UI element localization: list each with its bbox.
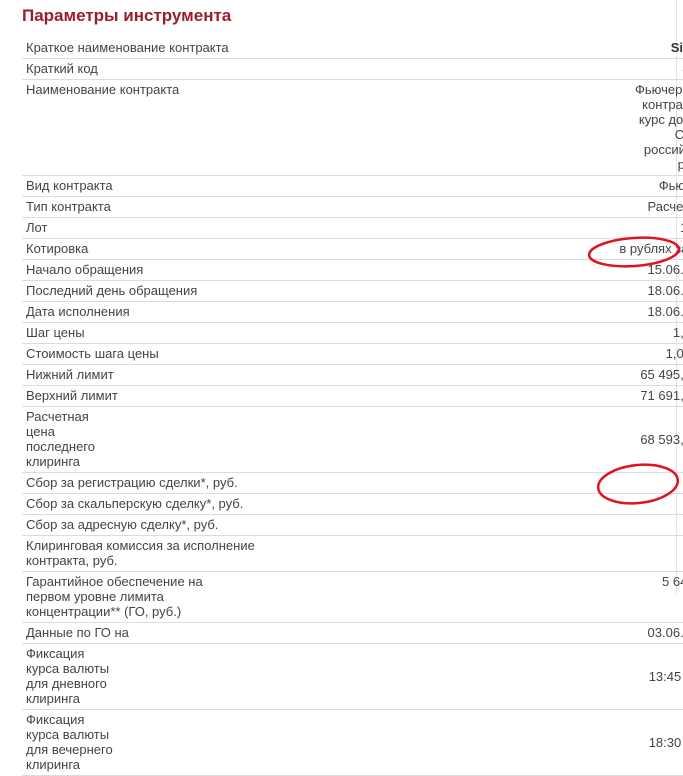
parameter-value: Расчетный — [294, 196, 683, 218]
parameter-label: Дата исполнения — [22, 301, 295, 323]
parameter-label: Фиксация курса валюты для дневного клири… — [22, 643, 295, 710]
instrument-parameters-panel: Параметры инструмента Краткое наименован… — [22, 0, 683, 776]
parameter-value: 1 000 — [294, 217, 683, 239]
parameter-label: Сбор за скальперскую сделку*, руб. — [22, 493, 295, 515]
parameter-value: Фьючерсный контракт на курс доллар США -… — [294, 79, 683, 176]
parameter-value: 03.06.2020 — [294, 622, 683, 644]
parameters-table: Краткое наименование контрактаSi-6.20Кра… — [22, 38, 683, 776]
table-row: Клиринговая комиссия за исполнение контр… — [22, 535, 683, 572]
table-row: Гарантийное обеспечение на первом уровне… — [22, 571, 683, 623]
table-row: Лот1 000 — [22, 217, 683, 239]
parameter-label: Последний день обращения — [22, 280, 295, 302]
parameter-value: 0,53 — [294, 493, 683, 515]
parameter-label: Клиринговая комиссия за исполнение контр… — [22, 535, 295, 572]
parameter-value: 1,00000 — [294, 343, 683, 365]
parameter-value: 18.06.2020 — [294, 301, 683, 323]
parameter-value: Si-6.20 — [294, 38, 683, 59]
parameter-label: Тип контракта — [22, 196, 295, 218]
table-row: Сбор за адресную сделку*, руб.1,06 — [22, 514, 683, 536]
parameter-label: Нижний лимит — [22, 364, 295, 386]
table-row: Фиксация курса валюты для вечернего клир… — [22, 709, 683, 776]
parameter-value: в рублях за лот — [294, 238, 683, 260]
parameter-label: Лот — [22, 217, 295, 239]
parameter-label: Наименование контракта — [22, 79, 295, 176]
parameter-label: Начало обращения — [22, 259, 295, 281]
page-title: Параметры инструмента — [22, 6, 232, 25]
table-row: Вид контрактаФьючерс — [22, 175, 683, 197]
parameter-label: Вид контракта — [22, 175, 295, 197]
parameter-value: 71 691,0000 — [294, 385, 683, 407]
parameter-value: 1,0000 — [294, 322, 683, 344]
parameter-value: 65 495,0000 — [294, 364, 683, 386]
table-row: Краткий кодSiM0 — [22, 58, 683, 80]
parameter-value: 1,00 — [294, 535, 683, 572]
parameter-label: Краткий код — [22, 58, 295, 80]
parameter-label: Данные по ГО на — [22, 622, 295, 644]
parameter-value: 5 646,26 — [294, 571, 683, 623]
table-row: Тип контрактаРасчетный — [22, 196, 683, 218]
parameter-label: Стоимость шага цены — [22, 343, 295, 365]
parameter-label: Гарантийное обеспечение на первом уровне… — [22, 571, 295, 623]
table-row: Наименование контрактаФьючерсный контрак… — [22, 79, 683, 176]
table-row: Сбор за регистрацию сделки*, руб.1,06 — [22, 472, 683, 494]
parameter-label: Фиксация курса валюты для вечернего клир… — [22, 709, 295, 776]
table-row: Сбор за скальперскую сделку*, руб.0,53 — [22, 493, 683, 515]
parameter-value: 15.06.2018 — [294, 259, 683, 281]
parameter-label: Котировка — [22, 238, 295, 260]
parameter-label: Шаг цены — [22, 322, 295, 344]
table-row: Фиксация курса валюты для дневного клири… — [22, 643, 683, 710]
parameter-label: Сбор за регистрацию сделки*, руб. — [22, 472, 295, 494]
parameter-label: Верхний лимит — [22, 385, 295, 407]
table-row: Расчетная цена последнего клиринга 68 593… — [22, 406, 683, 473]
parameter-value: 1,06 — [294, 514, 683, 536]
parameter-value: Фьючерс — [294, 175, 683, 197]
parameter-value: 1,06 — [294, 472, 683, 494]
parameter-label: Расчетная цена последнего клиринга — [22, 406, 295, 473]
parameter-value: 18:30 МСК — [294, 709, 683, 776]
parameter-value: 68 593,0000 — [294, 406, 683, 473]
parameter-value: 18.06.2020 — [294, 280, 683, 302]
parameter-value: 13:45 МСК — [294, 643, 683, 710]
parameter-label: Краткое наименование контракта — [22, 38, 295, 59]
parameter-value: SiM0 — [294, 58, 683, 80]
parameter-label: Сбор за адресную сделку*, руб. — [22, 514, 295, 536]
